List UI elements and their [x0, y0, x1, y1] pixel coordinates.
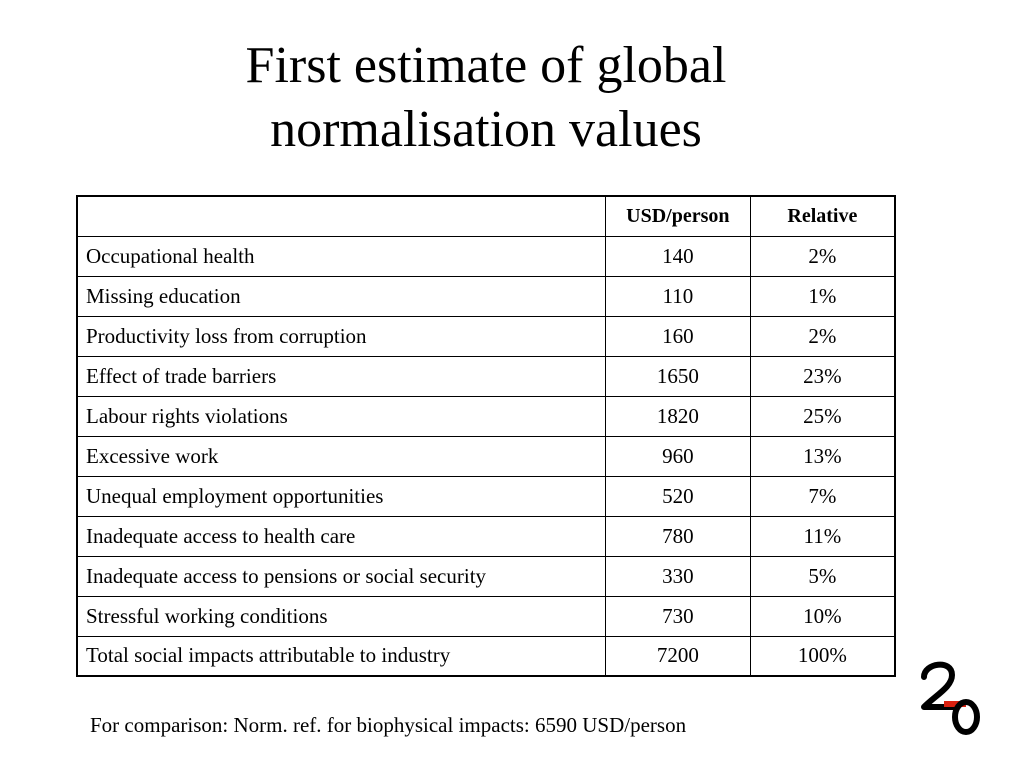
row-usd: 160: [604, 315, 751, 357]
row-label: Inadequate access to health care: [76, 515, 606, 557]
table-row: Labour rights violations 1820 25%: [76, 395, 896, 437]
comparison-footnote: For comparison: Norm. ref. for biophysic…: [90, 713, 687, 737]
table-row: Inadequate access to health care 780 11%: [76, 515, 896, 557]
table-row: Excessive work 960 13%: [76, 435, 896, 477]
row-usd: 1650: [604, 355, 751, 397]
row-label: Stressful working conditions: [76, 595, 606, 637]
row-relative: 7%: [749, 475, 896, 517]
row-usd: 330: [604, 555, 751, 597]
2-0-logo-icon: [921, 661, 980, 735]
row-usd: 140: [604, 235, 751, 277]
row-relative: 2%: [749, 315, 896, 357]
row-usd: 730: [604, 595, 751, 637]
normalisation-table: USD/person Relative Occupational health …: [76, 195, 896, 677]
row-usd: 960: [604, 435, 751, 477]
row-relative: 1%: [749, 275, 896, 317]
row-label: Labour rights violations: [76, 395, 606, 437]
row-relative: 10%: [749, 595, 896, 637]
row-label: Productivity loss from corruption: [76, 315, 606, 357]
table-row: Occupational health 140 2%: [76, 235, 896, 277]
table-row: Effect of trade barriers 1650 23%: [76, 355, 896, 397]
row-relative: 100%: [749, 635, 896, 677]
table-row: Stressful working conditions 730 10%: [76, 595, 896, 637]
2-0-logo: [918, 655, 988, 735]
row-usd: 780: [604, 515, 751, 557]
row-label: Occupational health: [76, 235, 606, 277]
row-relative: 23%: [749, 355, 896, 397]
row-label: Unequal employment opportunities: [76, 475, 606, 517]
table-row: Inadequate access to pensions or social …: [76, 555, 896, 597]
row-label: Inadequate access to pensions or social …: [76, 555, 606, 597]
row-relative: 5%: [749, 555, 896, 597]
table-row: Missing education 110 1%: [76, 275, 896, 317]
table-header-row: USD/person Relative: [76, 195, 896, 237]
row-label: Effect of trade barriers: [76, 355, 606, 397]
row-label: Total social impacts attributable to ind…: [76, 635, 606, 677]
header-category: [76, 195, 606, 237]
header-relative: Relative: [749, 195, 896, 237]
row-usd: 520: [604, 475, 751, 517]
row-label: Excessive work: [76, 435, 606, 477]
table-row-total: Total social impacts attributable to ind…: [76, 635, 896, 677]
row-relative: 13%: [749, 435, 896, 477]
table-row: Productivity loss from corruption 160 2%: [76, 315, 896, 357]
row-usd: 7200: [604, 635, 751, 677]
row-relative: 2%: [749, 235, 896, 277]
slide-title-line-1: First estimate of global: [245, 37, 727, 94]
row-relative: 25%: [749, 395, 896, 437]
table-row: Unequal employment opportunities 520 7%: [76, 475, 896, 517]
slide-title-line-2: normalisation values: [270, 101, 702, 158]
slide-title: First estimate of global normalisation v…: [0, 34, 972, 162]
header-usd-per-person: USD/person: [604, 195, 751, 237]
row-relative: 11%: [749, 515, 896, 557]
row-label: Missing education: [76, 275, 606, 317]
row-usd: 110: [604, 275, 751, 317]
row-usd: 1820: [604, 395, 751, 437]
